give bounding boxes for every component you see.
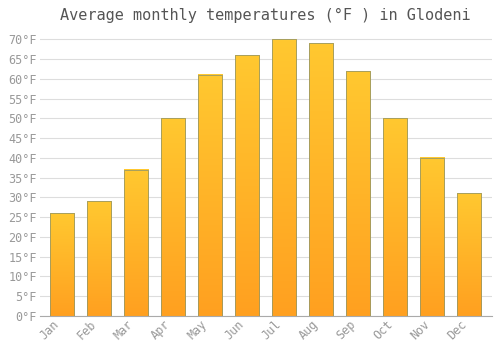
Bar (161, 118, 185, 316)
Bar (384, 118, 407, 316)
Bar (309, 43, 334, 316)
Bar (272, 39, 296, 316)
Bar (458, 194, 481, 316)
Bar (198, 75, 222, 316)
Bar (87, 201, 111, 316)
Bar (235, 55, 259, 316)
Bar (50, 213, 74, 316)
Bar (346, 71, 370, 316)
Bar (420, 158, 444, 316)
Bar (124, 170, 148, 316)
Title: Average monthly temperatures (°F ) in Glodeni: Average monthly temperatures (°F ) in Gl… (60, 8, 471, 23)
